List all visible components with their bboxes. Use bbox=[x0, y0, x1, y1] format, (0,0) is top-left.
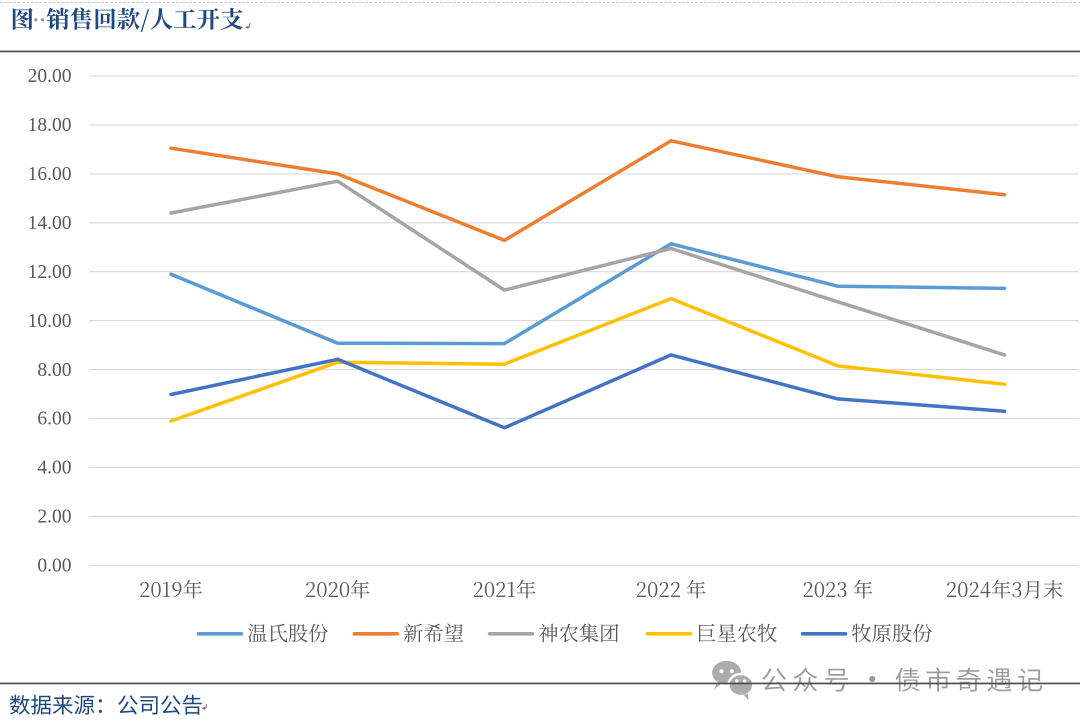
svg-text:4.00: 4.00 bbox=[37, 458, 71, 479]
svg-text:12.00: 12.00 bbox=[28, 262, 72, 283]
svg-text:14.00: 14.00 bbox=[28, 213, 72, 234]
svg-text:0.00: 0.00 bbox=[37, 556, 71, 577]
svg-text:2.00: 2.00 bbox=[37, 507, 71, 528]
svg-text:6.00: 6.00 bbox=[37, 409, 71, 430]
svg-text:18.00: 18.00 bbox=[28, 115, 72, 136]
svg-text:8.00: 8.00 bbox=[37, 360, 71, 381]
svg-text:16.00: 16.00 bbox=[28, 164, 72, 185]
svg-text:10.00: 10.00 bbox=[28, 311, 72, 332]
svg-text:20.00: 20.00 bbox=[28, 66, 72, 87]
